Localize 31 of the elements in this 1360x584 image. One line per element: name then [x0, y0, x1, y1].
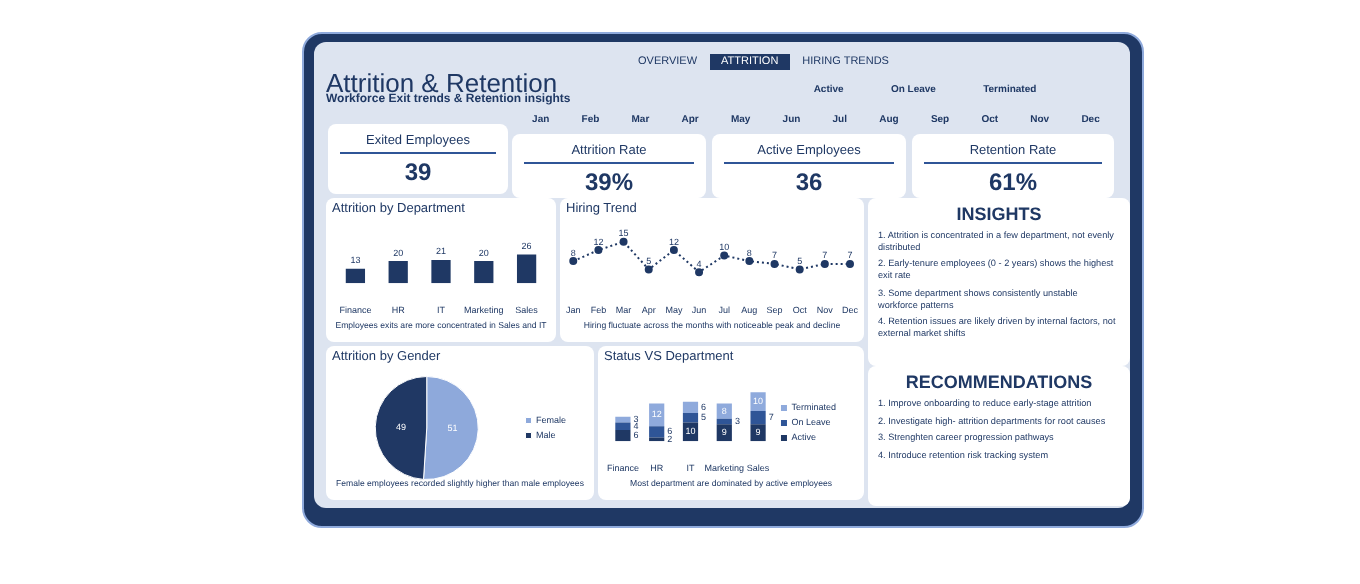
text: RECOMMENDATIONS — [903, 370, 1095, 396]
bar — [615, 416, 631, 423]
bar — [615, 422, 631, 430]
bar — [345, 268, 366, 284]
point — [669, 246, 678, 255]
text: 36 — [793, 166, 825, 196]
point — [619, 237, 628, 246]
bar — [431, 260, 451, 284]
point — [720, 251, 729, 260]
bar — [682, 413, 699, 423]
bar — [649, 426, 665, 438]
bar — [682, 401, 699, 413]
point — [695, 268, 704, 277]
point — [745, 257, 754, 266]
bar — [474, 261, 494, 284]
bar — [388, 261, 408, 284]
text: 39 — [402, 156, 434, 186]
bar — [750, 424, 766, 442]
point — [569, 257, 578, 266]
point — [594, 246, 603, 255]
point — [846, 259, 854, 268]
bar — [615, 429, 631, 442]
text: 39% — [582, 166, 636, 196]
bar — [516, 254, 537, 284]
point — [770, 259, 779, 268]
text: INSIGHTS — [954, 202, 1044, 228]
text: 61% — [986, 166, 1040, 196]
bar — [750, 411, 766, 425]
point — [795, 265, 804, 274]
point — [644, 265, 653, 274]
point — [820, 259, 829, 268]
